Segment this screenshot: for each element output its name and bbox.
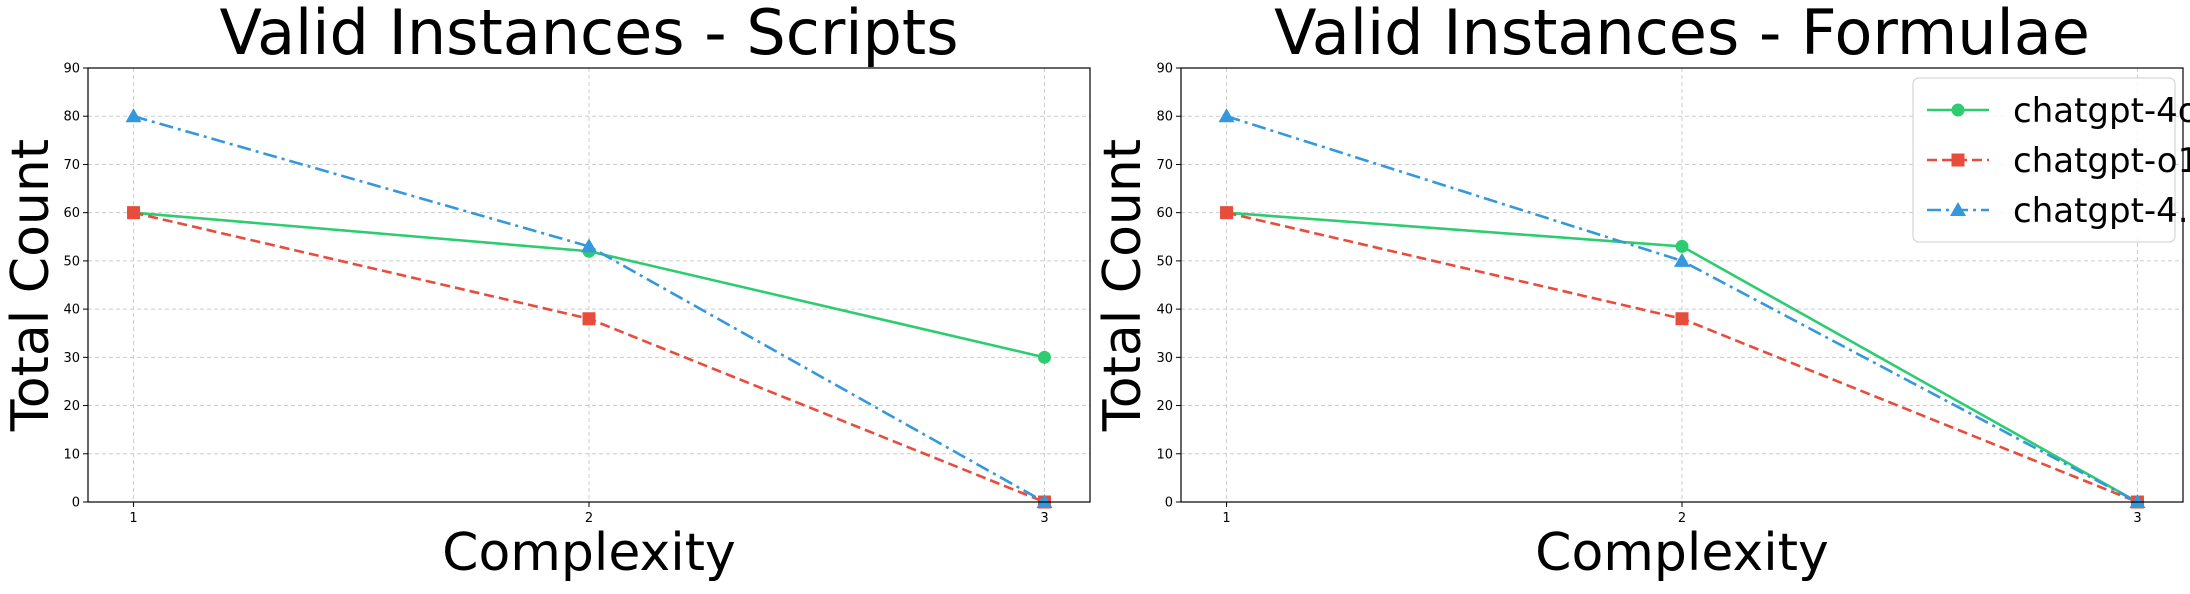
y-tick-label: 90 (1156, 62, 1173, 77)
data-point (1674, 252, 1690, 267)
gridlines (88, 67, 1090, 503)
y-tick-label: 30 (63, 351, 80, 366)
legend-label: chatgpt-4.5 (2013, 191, 2190, 231)
x-tick-label: 3 (1040, 511, 1048, 526)
x-tick-label: 1 (129, 511, 137, 526)
y-tick-label: 0 (72, 496, 80, 511)
y-axis-label: Total Count (1093, 139, 1153, 432)
x-tick-label: 2 (585, 511, 593, 526)
legend-marker (1951, 153, 1965, 167)
y-tick-label: 50 (1156, 254, 1173, 269)
x-axis-label: Complexity (442, 523, 736, 583)
y-tick-label: 60 (1156, 206, 1173, 221)
x-tick-label: 1 (1222, 511, 1230, 526)
legend-label: chatgpt-4o (2013, 91, 2190, 131)
y-tick-label: 20 (1156, 399, 1173, 414)
data-point (1036, 494, 1053, 508)
data-point (1037, 350, 1051, 364)
x-tick-label: 2 (1678, 511, 1686, 526)
y-axis-label: Total Count (1, 139, 61, 432)
legend-label: chatgpt-o1 (2013, 141, 2190, 181)
y-tick-label: 30 (1156, 351, 1173, 366)
chart-title: Valid Instances - Formulae (1274, 0, 2090, 69)
chart-panel-formulae: Valid Instances - Formulae Complexity To… (1093, 0, 2190, 583)
data-point (582, 312, 596, 326)
y-tick-label: 70 (1156, 158, 1173, 173)
y-tick-label: 10 (63, 447, 80, 462)
data-point (1675, 312, 1689, 326)
series-chatgpt-4.5 (1218, 108, 2146, 508)
y-tick-label: 60 (63, 206, 80, 221)
series-line (1226, 114, 2139, 504)
plot-frame (87, 67, 1091, 503)
chart-title: Valid Instances - Scripts (219, 0, 958, 69)
legend-box (1912, 77, 2176, 243)
chart-panel-scripts: Valid Instances - Scripts Complexity Tot… (1, 0, 1091, 583)
y-tick-label: 80 (63, 110, 80, 125)
data-point (127, 206, 141, 220)
y-tick-label: 10 (1156, 447, 1173, 462)
y-tick-label: 40 (63, 303, 80, 318)
data-point (1675, 239, 1689, 253)
data-point (581, 238, 597, 253)
y-tick-label: 70 (63, 158, 80, 173)
series-line (133, 114, 1046, 504)
data-point (125, 108, 142, 123)
data-point (2129, 494, 2146, 508)
legend-marker (1950, 202, 1966, 216)
plot-frame (1180, 67, 2184, 503)
data-point (1218, 108, 1235, 123)
y-tick-label: 80 (1156, 110, 1173, 125)
x-axis-label: Complexity (1535, 523, 1829, 583)
x-tick-label: 3 (2133, 511, 2141, 526)
y-tick-label: 0 (1165, 496, 1173, 511)
data-point (1220, 206, 1234, 220)
y-tick-label: 90 (63, 62, 80, 77)
legend-marker (1951, 103, 1965, 117)
legend: chatgpt-4o chatgpt-o1 chatgpt-4.5 (1912, 77, 2190, 243)
series-chatgpt-4.5 (125, 108, 1053, 508)
y-tick-label: 50 (63, 254, 80, 269)
y-tick-label: 40 (1156, 303, 1173, 318)
y-tick-label: 20 (63, 399, 80, 414)
